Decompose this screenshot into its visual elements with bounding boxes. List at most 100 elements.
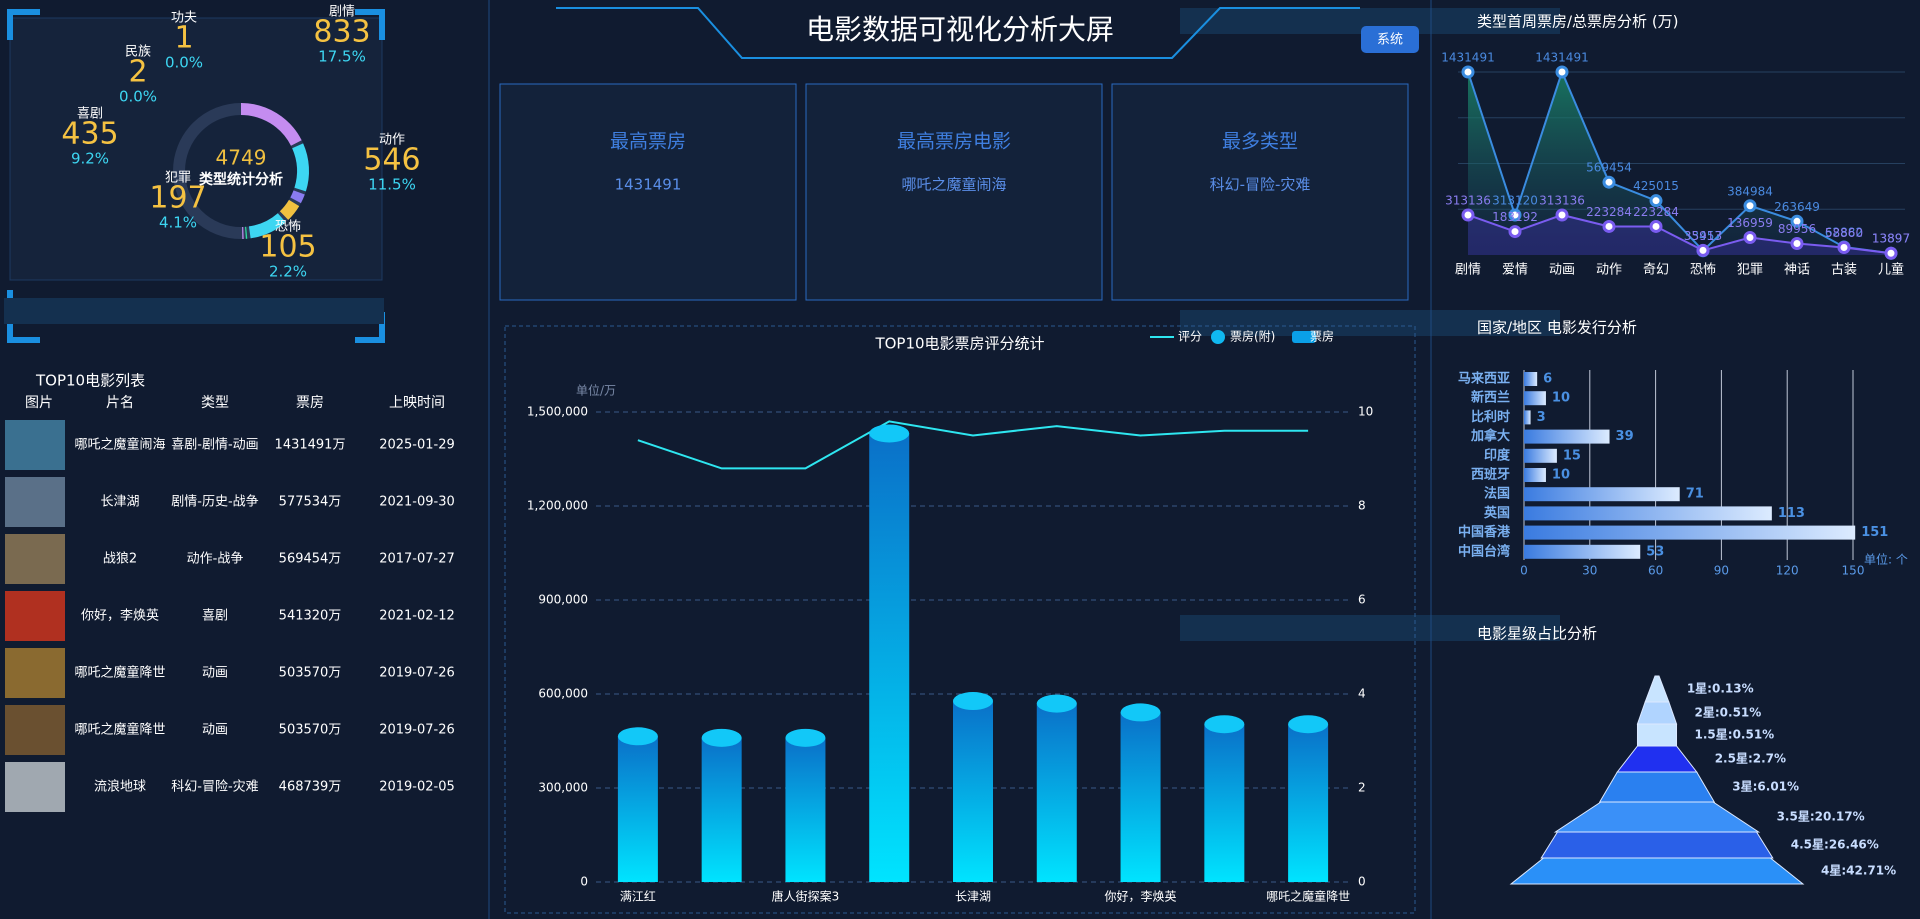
y-tick-label: 英国 <box>1483 505 1510 521</box>
point-label: 58860 <box>1825 226 1863 240</box>
poster <box>5 591 65 641</box>
point <box>1555 65 1569 79</box>
tier <box>1644 675 1670 703</box>
bar <box>1288 724 1329 882</box>
table-cell: 503570万 <box>279 723 342 738</box>
point-label: 263649 <box>1774 200 1820 214</box>
bar <box>1120 712 1161 882</box>
bar <box>1524 429 1610 444</box>
card-value: 哪吒之魔童闹海 <box>901 176 1006 194</box>
table-cell: 科幻-冒险-灾难 <box>171 779 258 795</box>
card-title: 最高票房电影 <box>897 131 1011 153</box>
y2-tick-label: 0 <box>1358 875 1366 889</box>
point-label: 313136 <box>1445 193 1491 207</box>
tier <box>1553 801 1761 833</box>
card-value: 科幻-冒险-灾难 <box>1210 176 1311 194</box>
x-tick-label: 神话 <box>1784 263 1810 278</box>
segment-count: 1 <box>174 21 193 56</box>
section-bar <box>4 298 384 324</box>
segment-count: 197 <box>149 181 206 216</box>
x-tick-label: 长津湖 <box>955 889 991 904</box>
y-tick-label: 新西兰 <box>1471 390 1510 406</box>
y-tick-label: 中国台湾 <box>1458 543 1510 559</box>
x-tick-label: 爱情 <box>1502 263 1528 278</box>
segment-share: 4.1% <box>159 214 197 232</box>
table-cell: 哪吒之魔童降世 <box>74 665 165 681</box>
bar <box>1036 703 1077 882</box>
point-label: 313120 <box>1492 193 1538 207</box>
chart-frame <box>504 325 1416 914</box>
table-header: 图片 <box>25 395 53 411</box>
table-header: 票房 <box>296 395 324 411</box>
tier-label: 4.5星:26.46% <box>1791 838 1879 852</box>
y-tick-label: 西班牙 <box>1471 467 1510 483</box>
page-title: 电影数据可视化分析大屏 <box>806 13 1114 46</box>
bar-label: 3 <box>1537 410 1546 425</box>
poster <box>5 705 65 755</box>
area <box>1468 214 1891 255</box>
point <box>1602 219 1616 233</box>
donut-segment <box>279 199 300 220</box>
x-tick-label: 犯罪 <box>1737 263 1763 278</box>
table-cell: 541320万 <box>279 609 342 624</box>
point <box>1696 243 1710 257</box>
point <box>1555 208 1569 222</box>
bar-cap <box>1120 703 1161 722</box>
legend-label: 票房(附) <box>1230 329 1275 344</box>
point <box>1837 240 1851 254</box>
y-tick-label: 1,200,000 <box>527 499 588 513</box>
system-button-label[interactable]: 系统 <box>1377 33 1403 48</box>
table-cell: 动画 <box>202 666 228 681</box>
donut-segment <box>292 143 309 192</box>
point-label: 313136 <box>1539 193 1585 207</box>
point-label: 223284 <box>1633 205 1679 219</box>
y2-tick-label: 2 <box>1358 781 1366 795</box>
table-cell: 动作-战争 <box>187 552 244 567</box>
poster <box>5 762 65 812</box>
table-cell: 2025-01-29 <box>379 438 455 453</box>
segment-name: 喜剧 <box>77 107 103 122</box>
legend-swatch <box>1211 330 1225 344</box>
series-line <box>1467 213 1892 255</box>
y-tick-label: 法国 <box>1484 486 1510 502</box>
bar <box>785 737 826 882</box>
segment-name: 民族 <box>125 44 151 60</box>
y2-tick-label: 6 <box>1358 593 1366 607</box>
donut-panel <box>9 17 383 281</box>
table-cell: 长津湖 <box>100 495 139 510</box>
table-cell: 2019-07-26 <box>379 723 455 738</box>
tier-label: 3星:6.01% <box>1732 780 1799 794</box>
point <box>1649 219 1663 233</box>
point <box>1461 208 1475 222</box>
point-label: 569454 <box>1586 161 1632 175</box>
point <box>1461 65 1475 79</box>
x-tick-label: 哪吒之魔童降世 <box>1266 889 1350 904</box>
tier <box>1598 771 1716 803</box>
bar-label: 10 <box>1552 391 1570 406</box>
y2-tick-label: 8 <box>1358 499 1366 513</box>
system-button[interactable] <box>1361 26 1419 53</box>
point <box>1508 225 1522 239</box>
y-tick-label: 比利时 <box>1471 409 1510 425</box>
segment-count: 2 <box>128 55 147 90</box>
bar-cap <box>701 728 742 747</box>
chart-title: 国家/地区 电影发行分析 <box>1477 319 1637 337</box>
tier-label: 3.5星:20.17% <box>1777 810 1865 824</box>
tier <box>1616 745 1698 773</box>
point-label: 425015 <box>1633 179 1679 193</box>
point <box>1508 208 1522 222</box>
legend-label: 评分 <box>1178 330 1202 344</box>
bar-cap <box>785 728 826 747</box>
bar-label: 15 <box>1563 448 1581 463</box>
y-tick-label: 1,500,000 <box>527 405 588 419</box>
table-cell: 剧情-历史-战争 <box>171 495 258 510</box>
segment-share: 17.5% <box>318 48 366 66</box>
bar-label: 10 <box>1552 468 1570 483</box>
segment-share: 11.5% <box>368 176 416 194</box>
x-tick-label: 动画 <box>1549 263 1575 278</box>
x-tick-label: 恐怖 <box>1690 262 1716 278</box>
table-cell: 哪吒之魔童降世 <box>74 722 165 738</box>
bar-cap <box>1036 694 1077 713</box>
bar <box>701 737 742 882</box>
